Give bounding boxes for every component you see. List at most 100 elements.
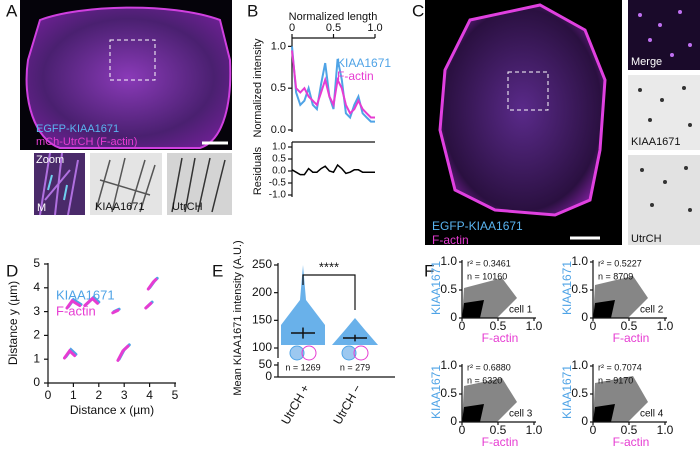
- x-tick-label: 0: [45, 388, 52, 402]
- trajectory: [63, 278, 158, 362]
- cell-label: cell 2: [640, 305, 664, 316]
- x-tick-label: 0.5: [621, 423, 638, 437]
- x-tick-label: 0.5: [621, 319, 638, 333]
- y-tick-label: 1.0: [571, 254, 588, 268]
- r2-label: r² = 0.6880: [467, 362, 511, 372]
- y-tick-label: 0.5: [271, 82, 286, 94]
- x-tick-label: 3: [121, 388, 128, 402]
- inset-label: KIAA1671: [631, 136, 681, 148]
- y-tick-label: 1.0: [571, 358, 588, 372]
- legend-label: EGFP-KIAA1671: [432, 219, 523, 233]
- panel-label: F: [424, 261, 434, 280]
- panel-label: D: [6, 261, 18, 280]
- x-axis-title: F-actin: [482, 331, 519, 345]
- y-axis-title: KIAA1671: [560, 261, 574, 315]
- axis-title: Normalized length: [289, 11, 378, 23]
- y-tick-label: 1.0: [440, 254, 457, 268]
- cell-label: cell 4: [640, 409, 664, 420]
- y-tick-label: 0.0: [271, 124, 286, 136]
- y-tick-label: 0.5: [272, 154, 286, 165]
- y-tick-label: 200: [252, 285, 272, 299]
- x-axis-title: F-actin: [613, 435, 650, 449]
- x-tick-label: 1.0: [526, 319, 543, 333]
- x-tick-label: 0: [590, 319, 597, 333]
- legend-label: mCh-UtrCH (F-actin): [36, 136, 137, 148]
- panel-label: A: [6, 1, 18, 20]
- cell-label: cell 1: [509, 305, 533, 316]
- r2-label: r² = 0.5227: [598, 258, 642, 268]
- line-series: [291, 50, 375, 119]
- n-label: n = 279: [340, 362, 370, 372]
- y-tick-label: 2: [33, 328, 40, 342]
- x-tick-label: 0.5: [490, 319, 507, 333]
- cell-image-c: [425, 0, 700, 245]
- x-tick-label: 4: [146, 388, 153, 402]
- x-tick-label: 5: [172, 388, 179, 402]
- n-label: n = 8709: [598, 271, 633, 281]
- y-axis-title: KIAA1671: [560, 365, 574, 419]
- y-tick-label: 1.0: [271, 40, 286, 52]
- inset-label: Zoom: [36, 154, 64, 166]
- axis-title: Residuals: [252, 146, 264, 195]
- inset-label: UtrCH: [631, 233, 662, 245]
- y-tick-label: 0: [450, 414, 457, 428]
- x-tick-label: 0: [590, 423, 597, 437]
- y-tick-label: 0.5: [440, 282, 457, 296]
- x-tick-label: 1: [70, 388, 77, 402]
- y-tick-label: 0.5: [571, 282, 588, 296]
- y-tick-label: 0.5: [440, 386, 457, 400]
- y-axis-title: KIAA1671: [429, 365, 443, 419]
- y-tick-label: 0: [450, 310, 457, 324]
- n-label: n = 10160: [467, 271, 507, 281]
- axis-title: Mean KIAA1671 intensity (A.U.): [232, 240, 244, 395]
- significance: ****: [319, 259, 339, 274]
- y-tick-label: 1.0: [272, 142, 286, 153]
- y-tick-label: 100: [252, 340, 272, 354]
- x-tick-label: 0: [459, 319, 466, 333]
- y-tick-label: 0.0: [272, 166, 286, 177]
- n-label: n = 6320: [467, 375, 502, 385]
- x-tick-label: UtrCH −: [330, 382, 364, 427]
- inset-label: KIAA1671: [95, 201, 145, 213]
- panel-label: B: [247, 1, 258, 20]
- y-tick-label: 0: [265, 369, 272, 383]
- significance-bracket: [302, 274, 356, 310]
- x-tick-label: 0: [459, 423, 466, 437]
- x-tick-label: 0.5: [490, 423, 507, 437]
- legend-label: F-actin: [56, 303, 96, 318]
- legend-label: F-actin: [337, 69, 374, 83]
- inset-label: M: [37, 202, 46, 214]
- r2-label: r² = 0.3461: [467, 258, 511, 268]
- y-tick-label: -0.5: [269, 178, 287, 189]
- y-tick-label: 5: [33, 256, 40, 270]
- y-tick-label: 1.0: [440, 358, 457, 372]
- legend-label: KIAA1671: [337, 56, 391, 70]
- x-tick-label: 1.0: [657, 319, 674, 333]
- y-tick-label: 250: [252, 257, 272, 271]
- y-tick-label: 1: [33, 351, 40, 365]
- legend-label: F-actin: [432, 233, 469, 247]
- line-series: [291, 163, 375, 176]
- y-tick-label: 150: [252, 313, 272, 327]
- cell-image-a: [20, 0, 232, 150]
- y-tick-label: 50: [259, 357, 273, 371]
- x-tick-label: 1.0: [657, 423, 674, 437]
- x-tick-label: 1.0: [367, 22, 382, 34]
- axis-title: Distance y (µm): [6, 281, 20, 365]
- x-tick-label: 2: [95, 388, 102, 402]
- x-axis-title: F-actin: [613, 331, 650, 345]
- x-tick-label: 0: [289, 22, 295, 34]
- scatter-core: [462, 404, 484, 422]
- axis-title: Distance x (µm): [70, 403, 154, 417]
- x-tick-label: 1.0: [526, 423, 543, 437]
- axis-title: Normalized intensity: [252, 38, 264, 138]
- cell-label: cell 3: [509, 409, 533, 420]
- legend-label: EGFP-KIAA1671: [36, 123, 119, 135]
- n-label: n = 1269: [285, 362, 320, 372]
- y-tick-label: 0.5: [571, 386, 588, 400]
- panel-label: E: [212, 261, 223, 280]
- panel-label: C: [412, 1, 424, 20]
- x-tick-label: UtrCH +: [278, 382, 312, 427]
- y-axis-title: KIAA1671: [429, 261, 443, 315]
